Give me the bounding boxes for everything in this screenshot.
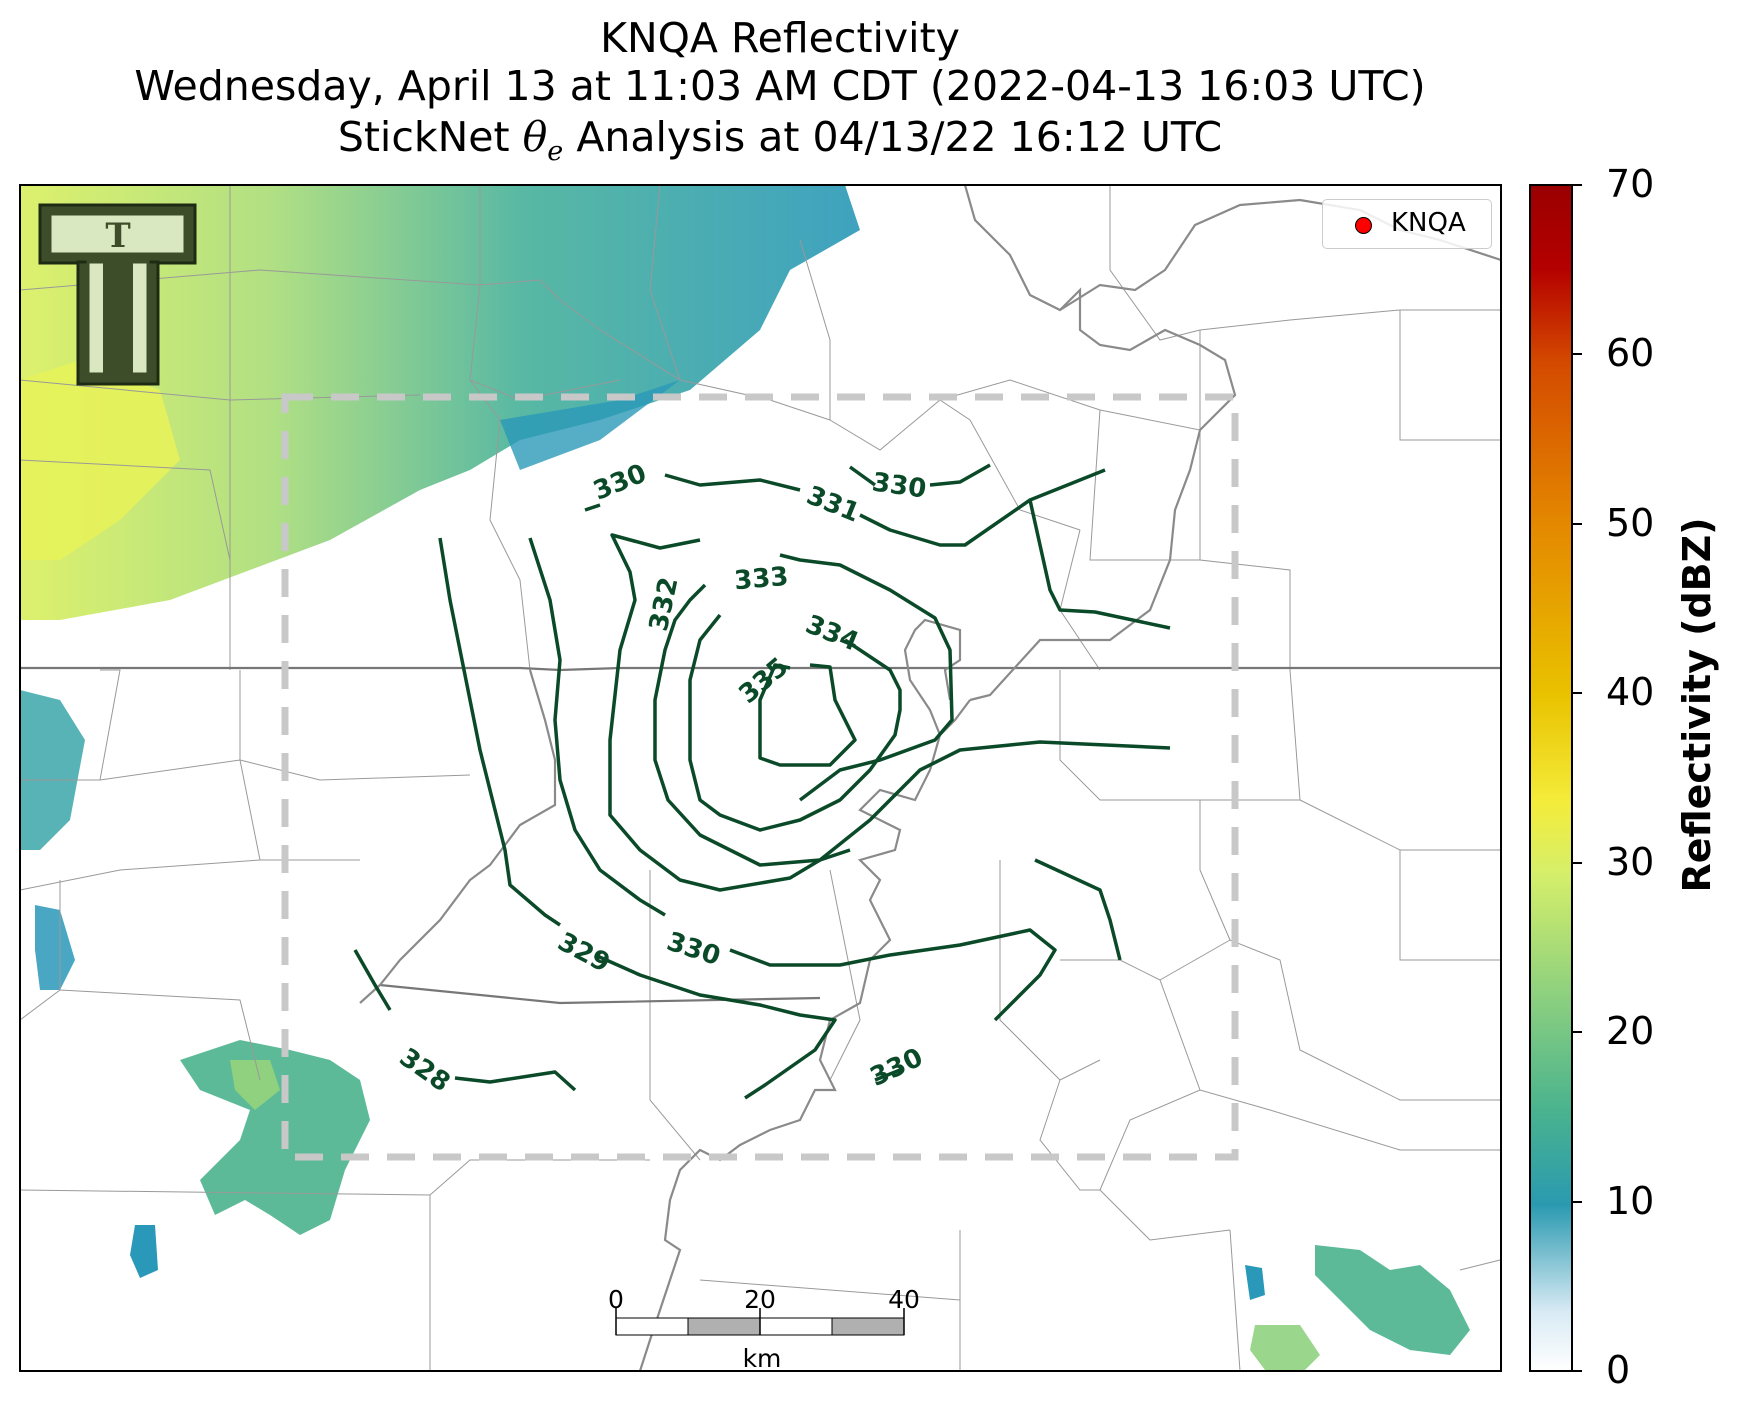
colorbar-label: Reflectivity (dBZ) [1675,517,1719,893]
echo-southwest [180,1040,370,1235]
colorbar-tick-label: 20 [1606,1009,1655,1053]
texas-tech-logo: T [38,203,197,386]
echo-north-core [20,360,180,560]
contour-label: 332 [644,575,685,634]
echo-west-1 [20,690,85,850]
colorbar-ticks [1572,184,1582,1372]
contour-333 [653,583,851,867]
echo-southwest-core [230,1060,280,1110]
radar-site-marker-icon [1355,217,1372,234]
colorbar [1529,184,1573,1372]
colorbar-tick-label: 60 [1606,331,1655,375]
svg-text:T: T [105,216,130,256]
scale-bar-tick-label: 0 [608,1285,624,1314]
contour-329-330-west [438,537,561,927]
colorbar-tick-label: 40 [1606,670,1655,714]
analysis-domain-box [281,393,1239,1161]
contour-label: 330 [589,459,651,507]
contour-329-east [1034,858,1122,961]
echo-west-2 [35,905,75,990]
contour-335 [758,663,857,767]
echo-fringe [500,380,680,470]
contour-330-upper-left [584,503,601,512]
echo-southeast-2 [1250,1325,1320,1370]
contour-label: 330 [866,1043,928,1093]
rivers [359,185,1501,1371]
contour-328 [353,949,577,1092]
scale-bar-unit: km [742,1344,782,1373]
colorbar-tick-label: 70 [1606,162,1655,206]
colorbar-tick-label: 30 [1606,840,1655,884]
contour-label: 330 [870,467,928,504]
contour-label: 333 [733,562,790,597]
contour-331 [664,468,1106,547]
colorbar-tick-label: 10 [1606,1179,1655,1223]
contour-330-south [874,1068,901,1082]
legend-label: KNQA [1391,208,1466,238]
contour-333-east [779,553,954,802]
contour-label: 334 [801,610,863,658]
echo-small-1 [130,1225,158,1278]
contour-332 [608,533,1171,892]
theta-e-contours [353,463,1171,1100]
title-radar: KNQA Reflectivity [600,14,960,62]
contour-label: 329 [553,927,615,979]
echo-small-2 [1245,1265,1265,1300]
legend: KNQA [1322,199,1492,249]
colorbar-tick-label: 50 [1606,501,1655,545]
colorbar-tick-label: 0 [1606,1348,1631,1392]
contour-label: 330 [663,927,724,972]
contour-label: 335 [733,652,794,710]
contour-329 [594,953,837,1100]
scale-bar [615,1308,905,1336]
title-analysis: StickNet θe Analysis at 04/13/22 16:12 U… [337,113,1223,168]
contour-label: 328 [394,1043,456,1099]
contour-334 [688,613,902,832]
map-frame [19,184,1502,1372]
scale-bar-tick-label: 20 [744,1285,776,1314]
title-datetime: Wednesday, April 13 at 11:03 AM CDT (202… [134,62,1426,110]
contour-330-north [848,463,991,487]
echo-southeast [1315,1245,1470,1355]
contour-332b [1028,499,1171,630]
contour-330-west [528,537,1057,1022]
scale-bar-tick-label: 40 [888,1285,920,1314]
county-borders [20,185,1501,1371]
contour-label: 331 [802,481,864,529]
